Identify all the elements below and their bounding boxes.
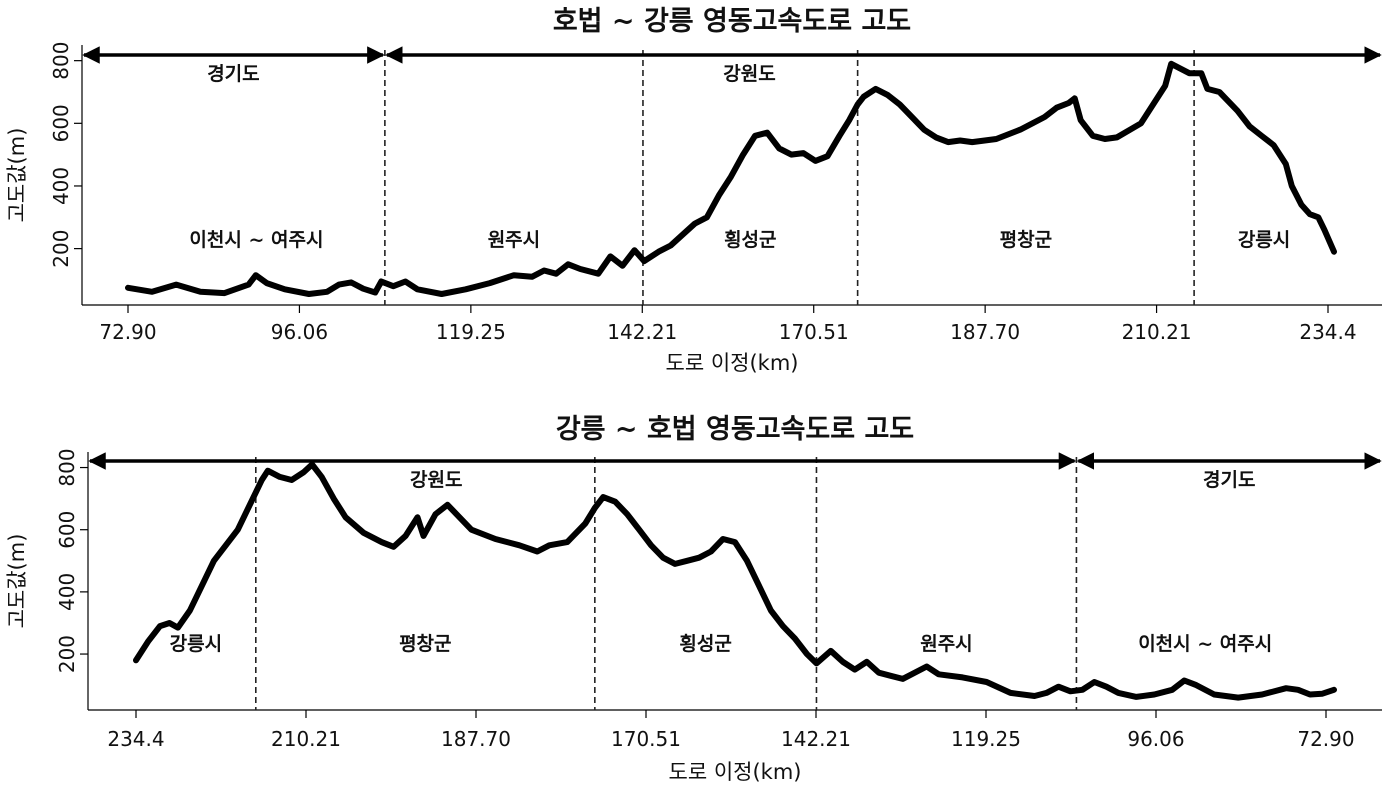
y-tick-label: 600 — [55, 511, 79, 549]
chart-title: 호법 ~ 강릉 영동고속도로 고도 — [553, 6, 911, 37]
province-label: 경기도 — [207, 63, 259, 85]
y-axis-label: 고도값(m) — [5, 128, 29, 223]
x-tick-label: 142.21 — [781, 727, 851, 751]
region-label: 강릉시 — [170, 633, 222, 655]
x-axis-label: 도로 이정(km) — [666, 351, 799, 375]
x-tick-label: 210.21 — [1122, 320, 1192, 344]
region-label: 평창군 — [399, 633, 451, 655]
chart-bottom: 강릉 ~ 호법 영동고속도로 고도 200 400 600 800 고도값(m) 234.4… — [5, 414, 1382, 784]
y-axis-label: 고도값(m) — [5, 534, 29, 629]
x-tick-label: 187.70 — [950, 320, 1020, 344]
province-label: 경기도 — [1203, 469, 1255, 491]
x-tick-label: 142.21 — [607, 320, 677, 344]
elevation-line — [125, 60, 1337, 297]
x-tick-label: 234.4 — [107, 727, 164, 751]
chart-top: 호법 ~ 강릉 영동고속도로 고도 200 400 600 800 고도값(m) 72.90… — [5, 6, 1382, 375]
x-tick-label: 72.90 — [1297, 727, 1354, 751]
x-tick-label: 234.4 — [1299, 320, 1356, 344]
province-label: 강원도 — [723, 63, 775, 85]
x-axis-label: 도로 이정(km) — [669, 760, 802, 784]
x-tick-label: 119.25 — [436, 320, 506, 344]
y-tick-label: 600 — [49, 104, 73, 142]
province-label: 강원도 — [410, 469, 462, 491]
x-tick-label: 96.06 — [1127, 727, 1184, 751]
x-tick-label: 96.06 — [271, 320, 328, 344]
y-tick-label: 200 — [55, 635, 79, 673]
y-tick-label: 800 — [55, 448, 79, 486]
elevation-line — [133, 461, 1337, 701]
y-tick-label: 400 — [55, 573, 79, 611]
x-tick-label: 119.25 — [951, 727, 1021, 751]
region-label: 평창군 — [1000, 229, 1052, 251]
y-tick-label: 200 — [49, 230, 73, 268]
region-label: 강릉시 — [1238, 229, 1290, 251]
region-label: 원주시 — [488, 229, 540, 251]
y-tick-label: 800 — [49, 42, 73, 80]
region-label: 이천시 ~ 여주시 — [189, 229, 323, 251]
x-tick-label: 210.21 — [271, 727, 341, 751]
y-tick-label: 400 — [49, 167, 73, 205]
region-label: 횡성군 — [724, 229, 776, 251]
region-label: 원주시 — [920, 633, 972, 655]
region-label: 횡성군 — [679, 633, 731, 655]
x-tick-label: 72.90 — [99, 320, 156, 344]
x-tick-label: 187.70 — [441, 727, 511, 751]
x-tick-label: 170.51 — [779, 320, 849, 344]
chart-title: 강릉 ~ 호법 영동고속도로 고도 — [556, 414, 914, 445]
x-tick-label: 170.51 — [611, 727, 681, 751]
region-label: 이천시 ~ 여주시 — [1138, 633, 1272, 655]
